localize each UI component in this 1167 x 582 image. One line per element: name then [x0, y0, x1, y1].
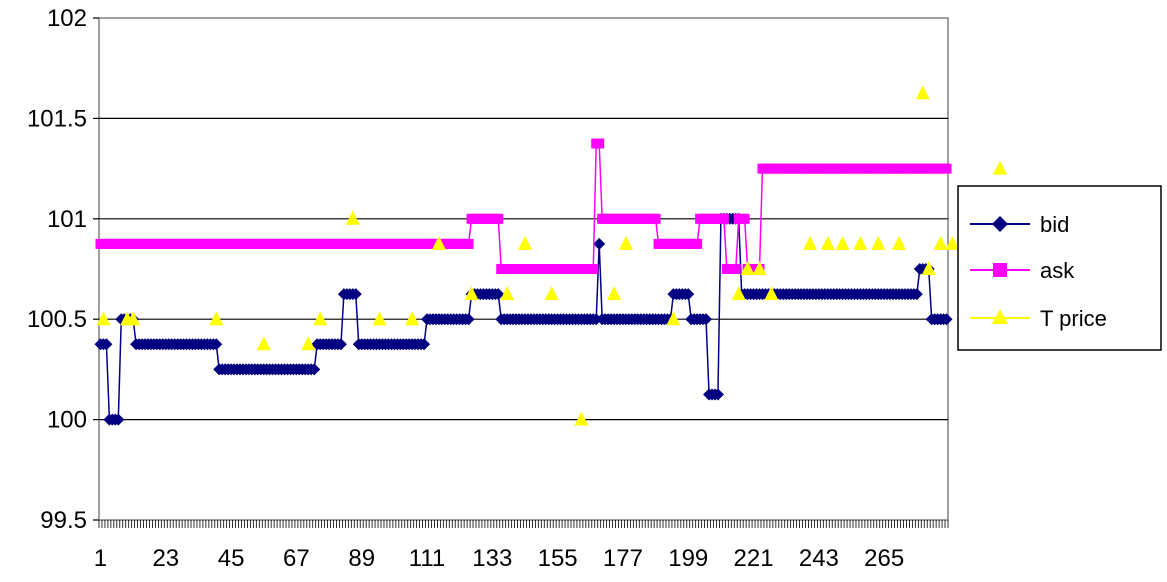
legend-bid-label: bid [1040, 212, 1069, 237]
data-point [588, 264, 599, 274]
data-point [682, 288, 695, 301]
data-point [921, 261, 936, 275]
data-point [764, 286, 779, 301]
data-point [492, 288, 505, 301]
data-point [593, 237, 606, 250]
data-point [871, 235, 886, 250]
data-point [835, 235, 850, 250]
x-axis-tick-marks [98, 520, 949, 528]
x-tick-label: 265 [864, 545, 904, 572]
y-axis-ticks: 99.5 100 100.5 101 101.5 102 [27, 5, 99, 534]
data-point [910, 288, 923, 301]
x-tick-label: 177 [603, 545, 643, 572]
legend-item-tprice: T price [970, 306, 1107, 331]
y-tick-label: 100 [47, 407, 87, 434]
data-point [711, 388, 724, 401]
data-point [820, 235, 835, 250]
y-tick-label: 102 [47, 5, 87, 32]
data-point [256, 336, 271, 351]
series-ask [95, 138, 952, 274]
legend: bid ask T price [957, 185, 1162, 351]
data-point [112, 413, 125, 426]
legend-bid-marker [992, 216, 1008, 232]
data-point [731, 286, 746, 301]
data-point [718, 213, 729, 224]
data-point [308, 363, 321, 376]
series-layer [94, 85, 1007, 426]
data-point [607, 286, 622, 301]
data-point [210, 338, 223, 351]
legend-box [957, 185, 1162, 351]
data-point [96, 311, 111, 326]
data-point [334, 338, 347, 351]
data-point [666, 311, 681, 326]
x-tick-label: 1 [94, 545, 107, 572]
y-tick-label: 101.5 [27, 105, 87, 132]
x-tick-label: 199 [668, 545, 708, 572]
data-point [692, 238, 703, 249]
x-axis-ticks: 1 23 45 67 89 111 133 155 177 199 221 243 265 [94, 520, 949, 572]
data-point [493, 213, 504, 224]
data-point [941, 163, 952, 174]
data-point [740, 261, 755, 275]
series-t-price [96, 85, 1007, 426]
data-point [405, 311, 420, 326]
y-tick-label: 101 [47, 206, 87, 233]
data-point [431, 235, 446, 250]
data-point [739, 213, 750, 224]
data-point [945, 235, 960, 250]
x-tick-label: 221 [734, 545, 774, 572]
data-point [418, 338, 431, 351]
data-point [544, 286, 559, 301]
data-point [209, 311, 224, 326]
legend-tprice-label: T price [1040, 306, 1107, 331]
data-point [313, 311, 328, 326]
y-tick-label: 99.5 [40, 507, 87, 534]
x-tick-label: 111 [409, 545, 445, 572]
data-point [992, 160, 1007, 175]
data-point [574, 411, 589, 426]
data-point [892, 235, 907, 250]
data-point [752, 261, 767, 275]
x-tick-label: 243 [799, 545, 839, 572]
data-point [933, 235, 948, 250]
x-tick-label: 89 [348, 545, 375, 572]
data-point [345, 210, 360, 225]
data-point [100, 338, 113, 351]
data-point [500, 286, 515, 301]
legend-ask-label: ask [1040, 258, 1075, 283]
data-point [650, 213, 661, 224]
data-point [618, 235, 633, 250]
x-tick-label: 23 [152, 545, 179, 572]
series-bid [94, 212, 953, 426]
data-point [349, 288, 362, 301]
data-point [915, 85, 930, 100]
legend-ask-marker [993, 263, 1007, 277]
data-point [464, 286, 479, 301]
x-tick-label: 45 [218, 545, 245, 572]
legend-item-ask: ask [970, 258, 1075, 283]
y-tick-label: 100.5 [27, 306, 87, 333]
data-point [301, 336, 316, 351]
data-point [700, 313, 713, 326]
data-point [126, 311, 141, 326]
data-point [940, 313, 953, 326]
data-point [462, 313, 475, 326]
data-point [594, 138, 605, 149]
data-point [802, 235, 817, 250]
x-tick-label: 67 [283, 545, 310, 572]
x-tick-label: 133 [472, 545, 512, 572]
x-tick-label: 155 [538, 545, 578, 572]
data-point [730, 264, 741, 274]
data-point [463, 238, 474, 249]
data-point [517, 235, 532, 250]
data-point [853, 235, 868, 250]
data-point [372, 311, 387, 326]
legend-tprice-marker [992, 309, 1008, 324]
legend-item-bid: bid [970, 212, 1069, 237]
